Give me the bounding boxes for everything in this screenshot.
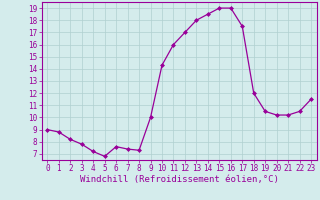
X-axis label: Windchill (Refroidissement éolien,°C): Windchill (Refroidissement éolien,°C): [80, 175, 279, 184]
